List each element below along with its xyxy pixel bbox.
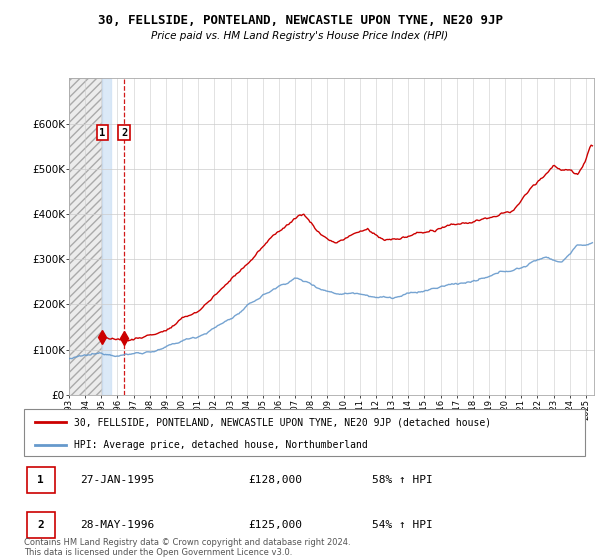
Text: 27-JAN-1995: 27-JAN-1995	[80, 475, 154, 485]
FancyBboxPatch shape	[24, 409, 585, 456]
Text: 2: 2	[37, 520, 44, 530]
Text: £128,000: £128,000	[248, 475, 302, 485]
Text: 54% ↑ HPI: 54% ↑ HPI	[372, 520, 433, 530]
FancyBboxPatch shape	[27, 467, 55, 493]
Text: Price paid vs. HM Land Registry's House Price Index (HPI): Price paid vs. HM Land Registry's House …	[151, 31, 449, 41]
Text: 2: 2	[121, 128, 127, 138]
Text: 1: 1	[100, 128, 106, 138]
Text: 1: 1	[37, 475, 44, 485]
Text: 58% ↑ HPI: 58% ↑ HPI	[372, 475, 433, 485]
Text: 30, FELLSIDE, PONTELAND, NEWCASTLE UPON TYNE, NE20 9JP: 30, FELLSIDE, PONTELAND, NEWCASTLE UPON …	[97, 14, 503, 27]
Text: Contains HM Land Registry data © Crown copyright and database right 2024.
This d: Contains HM Land Registry data © Crown c…	[24, 538, 350, 557]
Text: HPI: Average price, detached house, Northumberland: HPI: Average price, detached house, Nort…	[74, 440, 368, 450]
Bar	[103, 78, 110, 395]
Bar	[69, 78, 103, 395]
Text: 30, FELLSIDE, PONTELAND, NEWCASTLE UPON TYNE, NE20 9JP (detached house): 30, FELLSIDE, PONTELAND, NEWCASTLE UPON …	[74, 417, 491, 427]
Text: 28-MAY-1996: 28-MAY-1996	[80, 520, 154, 530]
FancyBboxPatch shape	[27, 512, 55, 538]
Text: £125,000: £125,000	[248, 520, 302, 530]
Bar	[69, 78, 103, 395]
